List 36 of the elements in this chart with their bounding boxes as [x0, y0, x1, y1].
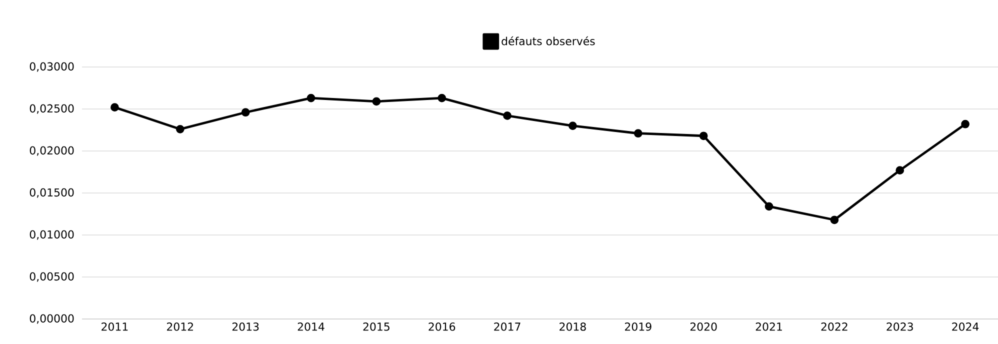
y-tick-label: 0,00000: [30, 314, 74, 324]
point: [110, 103, 119, 112]
point: [764, 202, 774, 211]
x-tick-label: 2012: [166, 322, 193, 331]
point: [306, 94, 316, 102]
point: [503, 112, 512, 120]
y-tick-label: 0,02500: [30, 104, 74, 114]
y-tick-label: 0,00500: [30, 272, 74, 282]
y-tick-label: 0,01500: [30, 188, 74, 198]
y-tick-label: 0,02000: [30, 146, 74, 156]
y-tick-label: 0,03000: [30, 62, 74, 72]
point: [372, 97, 381, 106]
x-tick-label: 2019: [625, 322, 652, 331]
x-tick-label: 2011: [102, 322, 128, 331]
x-tick-label: 2024: [952, 322, 979, 331]
x-tick-label: 2020: [690, 322, 717, 331]
point: [438, 94, 446, 102]
x-tick-label: 2022: [821, 322, 848, 331]
x-tick-label: 2013: [232, 322, 259, 331]
x-tick-label: 2015: [363, 322, 390, 331]
point: [634, 129, 642, 138]
point: [961, 120, 970, 128]
x-tick-label: 2014: [298, 322, 324, 331]
point: [830, 216, 839, 224]
x-tick-label: 2023: [886, 322, 913, 331]
point: [896, 166, 904, 175]
point: [176, 124, 184, 134]
point: [699, 132, 708, 140]
x-tick-label: 2021: [756, 322, 782, 331]
point: [241, 108, 250, 117]
x-tick-label: 2016: [428, 322, 456, 331]
x-tick-label: 2017: [494, 322, 520, 331]
x-tick-label: 2018: [560, 322, 586, 331]
legend-label: défauts observés: [502, 36, 595, 46]
point: [568, 122, 577, 130]
y-tick-label: 0,01000: [30, 230, 74, 240]
